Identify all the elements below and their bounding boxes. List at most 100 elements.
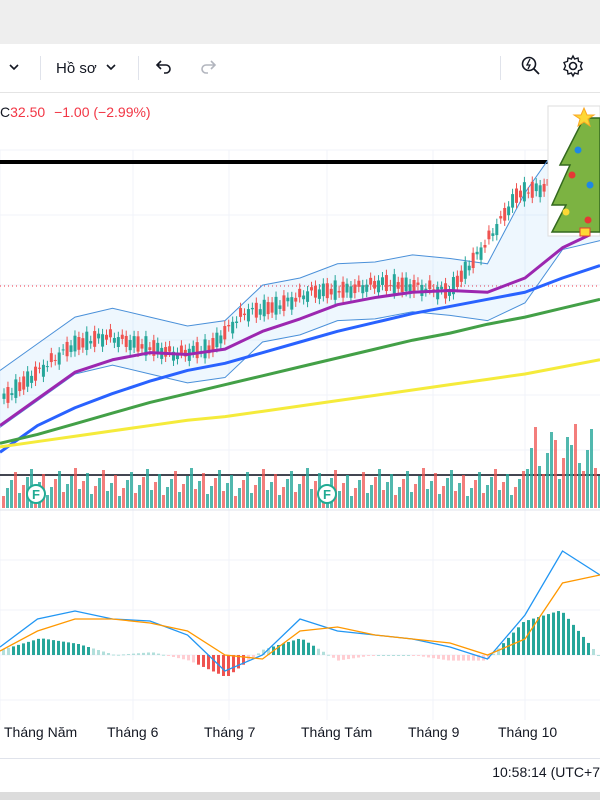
candle-body [49, 353, 53, 363]
volume-bar [474, 480, 477, 508]
ornament-icon [584, 216, 592, 224]
candle-body [518, 190, 522, 198]
macd-histogram-bar [557, 611, 560, 655]
volume-bar [298, 484, 301, 508]
volume-bar [494, 469, 497, 508]
volume-bar [130, 472, 133, 508]
volume-bar [126, 480, 129, 508]
candle-body [333, 280, 337, 300]
volume-bar [370, 485, 373, 508]
macd-histogram-bar [597, 655, 600, 656]
undo-button[interactable] [154, 44, 174, 92]
bollinger-lower-line [0, 240, 600, 428]
macd-histogram-bar [527, 620, 530, 655]
macd-histogram-bar [262, 649, 265, 655]
macd-histogram-bar [392, 655, 395, 656]
candle-body [459, 270, 463, 282]
clock-readout[interactable]: 10:58:14 (UTC+7 [492, 764, 600, 780]
candle-body [530, 181, 534, 198]
ornament-icon [562, 208, 570, 216]
macd-histogram-bar [417, 655, 420, 656]
redo-icon [198, 56, 218, 80]
volume-bar [410, 492, 413, 508]
volume-bar [510, 495, 513, 508]
candle-body [77, 337, 81, 350]
volume-bar [350, 496, 353, 508]
macd-histogram-bar [352, 655, 355, 659]
volume-bar [518, 479, 521, 508]
profile-dropdown[interactable]: Hồ sơ [56, 44, 117, 92]
candle-body [396, 282, 400, 289]
macd-histogram-bar [232, 655, 235, 673]
volume-bar [514, 487, 517, 508]
volume-bar [462, 475, 465, 508]
candle-body [250, 307, 254, 310]
toolbar-divider [40, 56, 41, 80]
candle-body [511, 194, 515, 208]
macd-histogram-bar [442, 655, 445, 660]
volume-bar [466, 496, 469, 508]
candle-body [416, 282, 420, 285]
volume-bar [446, 478, 449, 508]
profile-label: Hồ sơ [56, 59, 97, 77]
volume-bar [266, 490, 269, 508]
ornament-icon [586, 181, 594, 189]
macd-histogram-bar [22, 643, 25, 655]
candle-body [515, 188, 519, 203]
volume-bar [74, 468, 77, 508]
macd-histogram-bar [237, 655, 240, 669]
macd-histogram-bar [317, 648, 320, 655]
toolbar-divider [500, 56, 501, 80]
time-axis[interactable]: Tháng Năm Tháng 6 Tháng 7 Tháng Tám Thán… [0, 724, 600, 744]
macd-histogram-bar [77, 643, 80, 655]
volume-bar [238, 488, 241, 508]
macd-histogram-bar [467, 655, 470, 661]
volume-bar [218, 470, 221, 508]
macd-histogram-bar [307, 642, 310, 655]
candle-body [144, 336, 148, 356]
candle-body [534, 183, 538, 192]
macd-histogram-bar [112, 654, 115, 656]
volume-bar [10, 480, 13, 508]
macd-histogram-bar [107, 653, 110, 655]
candle-body [69, 345, 73, 352]
volume-bar [90, 494, 93, 508]
candle-body [451, 277, 455, 295]
macd-histogram-bar [372, 655, 375, 656]
volume-bar [286, 479, 289, 508]
candle-body [526, 192, 530, 194]
macd-histogram-bar [132, 653, 135, 655]
volume-bar [338, 491, 341, 508]
candle-body [195, 342, 199, 359]
candle-body [542, 183, 546, 192]
candle-body [14, 379, 18, 398]
macd-histogram-bar [87, 647, 90, 655]
volume-bar [590, 429, 593, 508]
macd-histogram-bar [492, 653, 495, 655]
macd-histogram-bar [552, 612, 555, 655]
redo-button[interactable] [198, 44, 218, 92]
volume-bar [166, 487, 169, 508]
bottom-bar [0, 758, 600, 793]
candle-body [503, 207, 507, 221]
candle-body [89, 341, 93, 344]
candle-body [317, 289, 321, 299]
candle-body [313, 285, 317, 298]
volume-bar [550, 432, 553, 508]
interval-dropdown[interactable] [8, 44, 20, 92]
volume-bar [594, 468, 597, 508]
candle-body [231, 321, 235, 334]
macd-histogram-bar [222, 655, 225, 676]
candle-body [471, 252, 475, 269]
volume-bar [442, 486, 445, 508]
volume-bar [418, 476, 421, 508]
quick-search-button[interactable] [519, 44, 543, 92]
volume-bar [142, 477, 145, 508]
macd-histogram-bar [432, 655, 435, 659]
candle-body [18, 382, 22, 392]
macd-histogram-bar [347, 655, 350, 660]
settings-button[interactable] [561, 44, 585, 92]
volume-bar [386, 482, 389, 508]
volume-bar [134, 493, 137, 508]
